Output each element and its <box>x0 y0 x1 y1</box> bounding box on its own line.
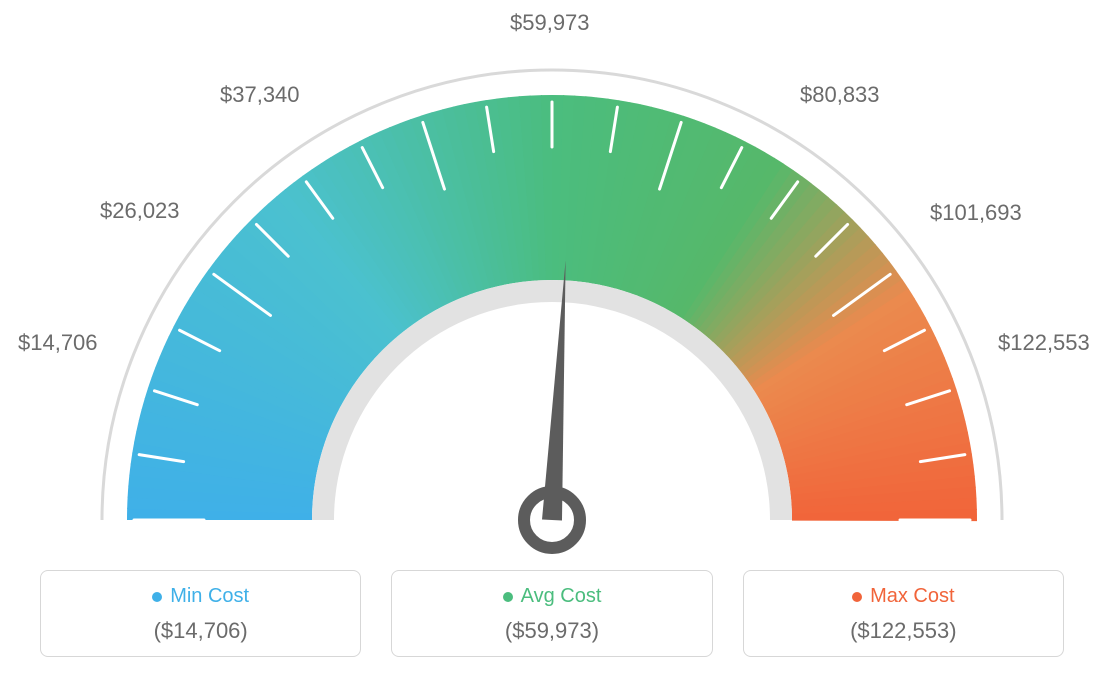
avg-cost-card: Avg Cost ($59,973) <box>391 570 712 657</box>
min-cost-title: Min Cost <box>170 585 249 608</box>
tick-label-3: $59,973 <box>510 10 590 36</box>
max-cost-title: Max Cost <box>870 585 954 608</box>
tick-label-6: $122,553 <box>998 330 1090 356</box>
max-dot-icon <box>852 592 862 602</box>
cost-gauge-infographic: $14,706 $26,023 $37,340 $59,973 $80,833 … <box>0 0 1104 690</box>
avg-cost-title: Avg Cost <box>521 585 602 608</box>
tick-label-5: $101,693 <box>930 200 1022 226</box>
tick-label-1: $26,023 <box>100 198 180 224</box>
tick-label-0: $14,706 <box>18 330 98 356</box>
max-cost-title-row: Max Cost <box>852 585 954 608</box>
summary-cards: Min Cost ($14,706) Avg Cost ($59,973) Ma… <box>40 570 1064 657</box>
min-dot-icon <box>152 592 162 602</box>
gauge-chart: $14,706 $26,023 $37,340 $59,973 $80,833 … <box>0 0 1104 560</box>
tick-label-2: $37,340 <box>220 82 300 108</box>
min-cost-value: ($14,706) <box>51 618 350 644</box>
avg-dot-icon <box>503 592 513 602</box>
max-cost-value: ($122,553) <box>754 618 1053 644</box>
max-cost-card: Max Cost ($122,553) <box>743 570 1064 657</box>
min-cost-title-row: Min Cost <box>152 585 249 608</box>
gauge-svg <box>0 0 1104 560</box>
avg-cost-value: ($59,973) <box>402 618 701 644</box>
tick-label-4: $80,833 <box>800 82 880 108</box>
min-cost-card: Min Cost ($14,706) <box>40 570 361 657</box>
avg-cost-title-row: Avg Cost <box>503 585 602 608</box>
